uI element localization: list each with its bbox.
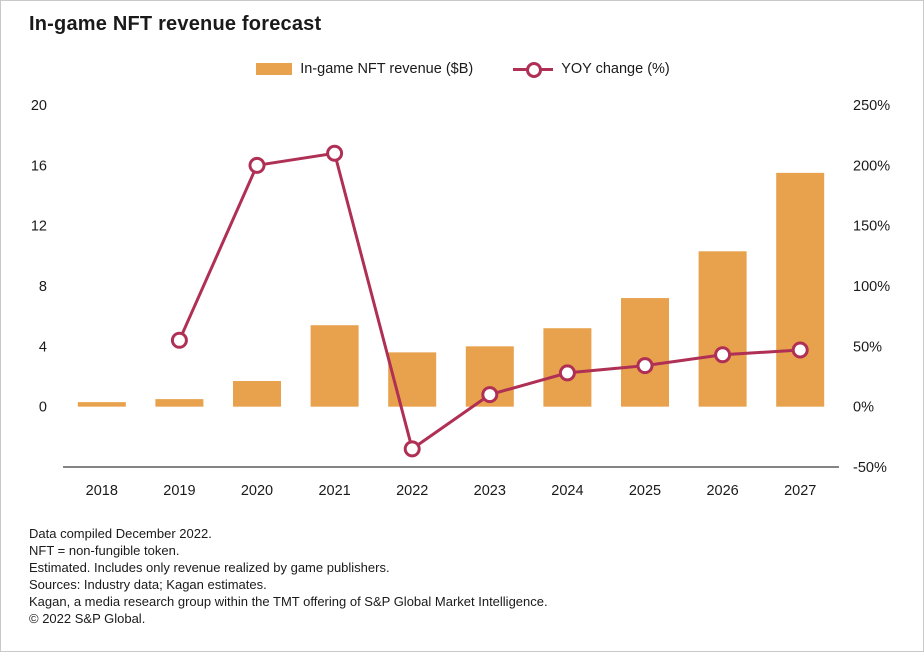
line-marker xyxy=(558,364,576,382)
left-axis-tick: 4 xyxy=(39,339,47,355)
right-axis-tick: 250% xyxy=(853,98,890,114)
line-marker-icon xyxy=(513,62,554,78)
bar xyxy=(155,399,204,407)
footnote-line: Kagan, a media research group within the… xyxy=(29,594,548,609)
left-axis-tick: 8 xyxy=(39,279,47,295)
legend-bar-label: In-game NFT revenue ($B) xyxy=(300,61,474,77)
line-marker xyxy=(714,346,732,364)
right-axis-tick: 200% xyxy=(853,158,890,174)
line-marker xyxy=(248,156,266,174)
line-marker xyxy=(326,144,344,162)
x-axis-label: 2023 xyxy=(474,483,506,499)
bar xyxy=(388,352,437,407)
chart-title: In-game NFT revenue forecast xyxy=(29,13,322,35)
line-marker xyxy=(403,440,421,458)
right-axis-tick: -50% xyxy=(853,460,887,476)
legend-item-bar: In-game NFT revenue ($B) xyxy=(256,61,473,77)
x-axis-label: 2026 xyxy=(706,483,738,499)
left-axis-tick: 16 xyxy=(31,158,47,174)
right-axis-tick: 0% xyxy=(853,400,874,416)
bar xyxy=(310,325,359,407)
legend-item-line: YOY change (%) xyxy=(513,61,670,78)
footnote-line: Sources: Industry data; Kagan estimates. xyxy=(29,577,267,592)
line-marker xyxy=(481,386,499,404)
bar xyxy=(776,172,825,407)
footnote-line: Data compiled December 2022. xyxy=(29,526,212,541)
line-marker xyxy=(170,331,188,349)
x-axis-label: 2025 xyxy=(629,483,661,499)
legend-line-label: YOY change (%) xyxy=(561,61,670,77)
left-axis-tick: 0 xyxy=(39,400,47,416)
bar xyxy=(698,251,747,407)
bar xyxy=(77,402,126,407)
x-axis-label: 2021 xyxy=(318,483,350,499)
x-axis-label: 2022 xyxy=(396,483,428,499)
x-axis-label: 2024 xyxy=(551,483,583,499)
footnote-line: © 2022 S&P Global. xyxy=(29,611,146,626)
bar-swatch-icon xyxy=(256,63,293,75)
line-marker xyxy=(636,357,654,375)
bar xyxy=(233,381,281,407)
footnote-line: Estimated. Includes only revenue realize… xyxy=(29,560,390,575)
x-axis-label: 2027 xyxy=(784,483,816,499)
x-axis-label: 2019 xyxy=(163,483,195,499)
left-axis-tick: 12 xyxy=(31,219,47,235)
chart-area: 0 4 8 12 16 20 -50% 0% 50% 100% 150% 200% 250% 2018 20… xyxy=(1,93,923,513)
line-marker xyxy=(791,341,809,359)
legend: In-game NFT revenue ($B) YOY change (%) xyxy=(1,61,923,78)
right-axis-tick: 100% xyxy=(853,279,890,295)
x-axis-label: 2018 xyxy=(86,483,118,499)
left-axis-tick: 20 xyxy=(31,98,47,114)
right-axis-tick: 150% xyxy=(853,219,890,235)
x-axis-label: 2020 xyxy=(241,483,273,499)
bar xyxy=(621,298,669,407)
chart-svg: 0 4 8 12 16 20 -50% 0% 50% 100% 150% 200% 250% 2018 20… xyxy=(31,98,890,499)
right-axis-tick: 50% xyxy=(853,339,882,355)
footnotes: Data compiled December 2022. NFT = non-f… xyxy=(29,525,895,627)
footnote-line: NFT = non-fungible token. xyxy=(29,543,180,558)
